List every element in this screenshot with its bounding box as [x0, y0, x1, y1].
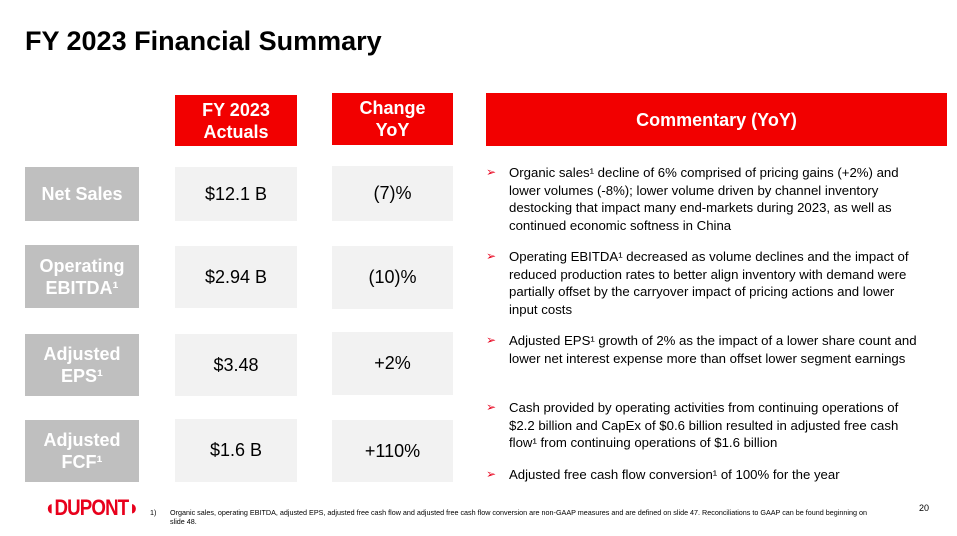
page-number: 20 — [919, 503, 930, 513]
row-label-operating-ebitda: Operating EBITDA¹ — [25, 245, 139, 308]
commentary-text: Operating EBITDA¹ decreased as volume de… — [509, 249, 909, 317]
commentary-bullet: ➢ Cash provided by operating activities f… — [486, 399, 926, 452]
commentary-text: Adjusted EPS¹ growth of 2% as the impact… — [509, 333, 917, 366]
arrowhead-right-icon: ➢ — [486, 400, 497, 414]
actual-adjusted-eps: $3.48 — [175, 334, 297, 396]
commentary-bullet: ➢ Adjusted free cash flow conversion¹ of … — [486, 466, 926, 484]
row-label-adjusted-fcf: Adjusted FCF¹ — [25, 420, 139, 482]
change-net-sales: (7)% — [332, 166, 453, 221]
dupont-logo: ◖DUPONT◗ — [44, 495, 140, 520]
arrowhead-right-icon: ➢ — [486, 333, 497, 347]
actual-net-sales: $12.1 B — [175, 167, 297, 221]
header-actuals: FY 2023 Actuals — [175, 95, 297, 146]
arrowhead-right-icon: ➢ — [486, 249, 497, 263]
header-change: Change YoY — [332, 93, 453, 145]
actual-adjusted-fcf: $1.6 B — [175, 419, 297, 482]
change-operating-ebitda: (10)% — [332, 246, 453, 309]
footnote-text: Organic sales, operating EBITDA, adjuste… — [170, 508, 867, 526]
commentary-bullet: ➢ Organic sales¹ decline of 6% comprised … — [486, 164, 926, 234]
commentary-text: Organic sales¹ decline of 6% comprised o… — [509, 165, 899, 233]
header-commentary: Commentary (YoY) — [486, 93, 947, 146]
arrowhead-right-icon: ➢ — [486, 165, 497, 179]
change-adjusted-eps: +2% — [332, 332, 453, 395]
row-label-net-sales: Net Sales — [25, 167, 139, 221]
commentary-text: Cash provided by operating activities fr… — [509, 400, 899, 450]
actual-operating-ebitda: $2.94 B — [175, 246, 297, 308]
change-adjusted-fcf: +110% — [332, 420, 453, 482]
arrowhead-right-icon: ➢ — [486, 467, 497, 481]
commentary-text: Adjusted free cash flow conversion¹ of 1… — [509, 467, 840, 482]
row-label-adjusted-eps: Adjusted EPS¹ — [25, 334, 139, 396]
footnote-number: 1) — [150, 508, 157, 517]
page-title: FY 2023 Financial Summary — [25, 26, 382, 56]
commentary-bullet: ➢ Adjusted EPS¹ growth of 2% as the impac… — [486, 332, 926, 367]
footnote: 1) Organic sales, operating EBITDA, adju… — [150, 508, 880, 526]
commentary-bullet: ➢ Operating EBITDA¹ decreased as volume d… — [486, 248, 926, 318]
